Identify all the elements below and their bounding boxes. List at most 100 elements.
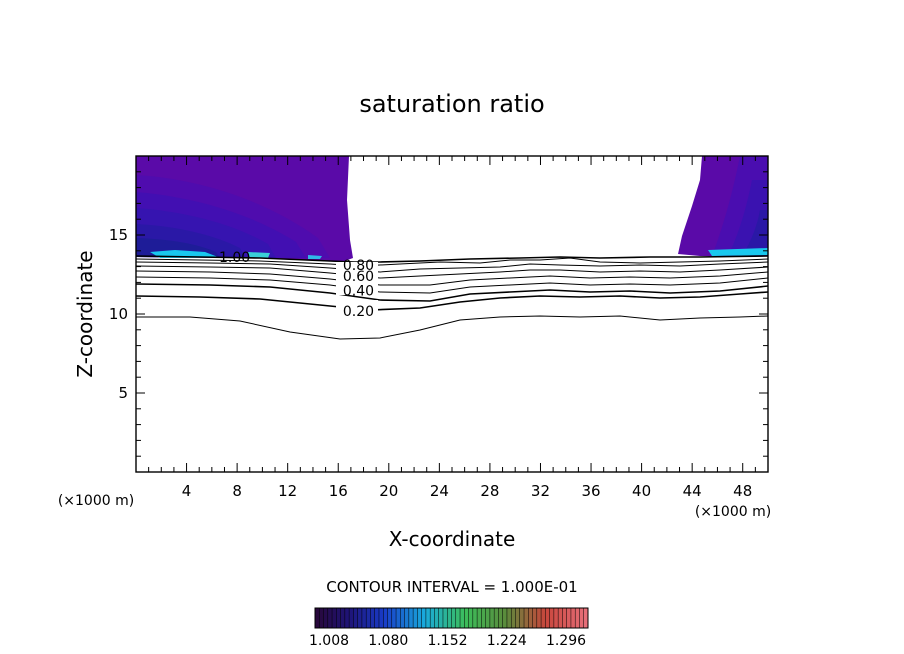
colorbar-swatch [391,608,397,628]
x-tick-label: 28 [480,482,499,500]
contour-line-0.80 [136,261,768,273]
colorbar-swatch [472,608,478,628]
colorbar-swatch [511,608,516,628]
colorbar-swatch [455,608,461,628]
contour-label-masks [336,262,378,315]
y-tick-label: 15 [109,226,128,244]
x-tick-label: 8 [232,482,242,500]
contour-line-0.70 [136,265,768,279]
y-axis-title: Z-coordinate [73,250,97,377]
plot-area: 1.00 0.800.600.40 0.20 [135,155,769,473]
colorbar-swatch [485,608,491,628]
contour-line-1.00 [136,255,768,263]
contour-line-0.90 [136,257,768,267]
colorbar-swatch [413,608,418,628]
contour-line-0.30 [136,291,768,311]
colorbar-tick-label: 1.008 [309,633,349,649]
x-tick-label: 24 [430,482,449,500]
colorbar-swatch [370,608,376,628]
supersat-left-cyan-2 [248,252,270,258]
colorbar-swatch [447,608,452,628]
colorbar-swatch [421,608,427,628]
x-tick-label: 40 [632,482,651,500]
colorbar-labels: 1.008 1.080 1.152 1.224 1.296 [309,633,586,649]
x-tick-label: 16 [329,482,348,500]
colorbar-tick-label: 1.152 [427,633,467,649]
colorbar-swatch [464,608,469,628]
contour-interval-text: CONTOUR INTERVAL = 1.000E-01 [326,578,577,596]
colorbar-swatch [545,608,550,628]
colorbar-swatch [519,608,525,628]
colorbar-swatch [357,608,363,628]
chart-title: saturation ratio [359,90,544,118]
x-unit-left: (×1000 m) [58,493,134,509]
contour-line-0.50 [136,276,768,294]
colorbar-swatch [361,608,367,628]
contour-line-0.60 [136,270,768,286]
colorbar-tick-label: 1.224 [487,633,527,649]
supersat-right-cyan [708,248,768,256]
colorbar-swatch [570,608,576,628]
colorbar-swatch [502,608,508,628]
x-tick-label: 20 [379,482,398,500]
colorbar-swatch [327,608,333,628]
colorbar-swatch [378,608,384,628]
colorbar-swatch [336,608,341,628]
colorbar-swatch [536,608,542,628]
colorbar-swatch [451,608,457,628]
colorbar-swatch [425,608,431,628]
contour-label: 0.80 [343,258,374,274]
contour-lines [136,255,768,340]
colorbar-swatch [541,608,546,628]
contour-labels: 1.00 0.800.600.40 0.20 [219,250,374,320]
colorbar-swatch [374,608,380,628]
colorbar-swatch [349,608,354,628]
x-tick-labels: 4 8 12 16 20 24 28 32 36 40 44 48 [182,482,752,500]
colorbar-swatch [549,608,555,628]
colorbar-swatch [323,608,329,628]
colorbar-swatch [460,608,465,628]
colorbar-swatch [558,608,563,628]
colorbar-swatch [575,608,580,628]
colorbar-swatch [344,608,350,628]
supersat-right-band-3 [742,210,768,256]
colorbar-swatch [417,608,422,628]
colorbar-stripes [314,608,589,628]
contour-label: 0.60 [343,269,374,285]
colorbar-swatch [315,608,320,628]
colorbar-swatch [553,608,559,628]
colorbar-swatch [506,608,512,628]
colorbar-swatch [404,608,410,628]
colorbar-swatch [430,608,435,628]
colorbar: 1.008 1.080 1.152 1.224 1.296 [309,607,589,649]
y-tick-label: 10 [109,305,128,323]
colorbar-swatch [498,608,503,628]
colorbar-swatch [562,608,567,628]
contour-line-0.40 [136,283,768,302]
colorbar-swatch [400,608,405,628]
colorbar-swatch [579,608,585,628]
x-tick-label: 36 [581,482,600,500]
colorbar-swatch [481,608,486,628]
colorbar-swatch [434,608,440,628]
colorbar-swatch [387,608,393,628]
colorbar-swatch [442,608,448,628]
colorbar-swatch [340,608,346,628]
supersat-left-cyan-3 [308,255,322,259]
contour-label: 0.20 [343,304,374,320]
y-tick-label: 5 [118,384,128,402]
x-axis-title: X-coordinate [389,527,516,551]
colorbar-swatch [528,608,533,628]
colorbar-swatch [468,608,474,628]
colorbar-swatch [383,608,388,628]
colorbar-swatch [319,608,324,628]
x-tick-label: 32 [531,482,550,500]
colorbar-swatch [489,608,495,628]
colorbar-frame [314,607,589,629]
colorbar-swatch [366,608,371,628]
colorbar-swatch [532,608,538,628]
colorbar-swatch [515,608,521,628]
colorbar-swatch [438,608,444,628]
colorbar-tick-label: 1.080 [368,633,408,649]
